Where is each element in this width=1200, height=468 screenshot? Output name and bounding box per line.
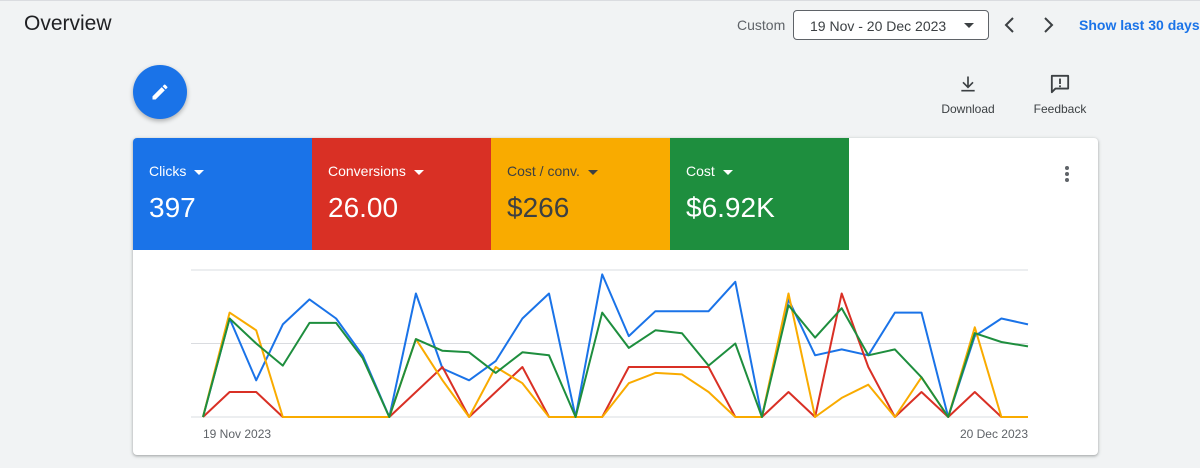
x-axis-start-label: 19 Nov 2023 <box>203 427 271 441</box>
metric-cost-label-text: Cost <box>686 163 715 179</box>
feedback-button[interactable]: Feedback <box>1030 74 1090 116</box>
pencil-icon <box>152 84 168 100</box>
download-label: Download <box>941 102 995 116</box>
previous-period-button[interactable] <box>998 13 1022 37</box>
more-vert-icon-dot <box>1065 178 1069 182</box>
chevron-right-icon <box>1044 17 1054 33</box>
page-title: Overview <box>24 12 112 35</box>
caret-down-icon <box>413 169 424 175</box>
edit-fab-button[interactable] <box>133 65 187 119</box>
more-vert-icon-dot <box>1065 166 1069 170</box>
date-range-type-label: Custom <box>737 17 786 33</box>
metric-cost-per-conversion-value: $266 <box>507 192 570 223</box>
chart-series <box>202 273 1029 418</box>
chevron-left-icon <box>1004 17 1014 33</box>
metric-conversions-label-text: Conversions <box>328 163 406 179</box>
download-icon <box>961 76 975 92</box>
caret-down-icon <box>722 169 733 175</box>
metric-clicks-label-text: Clicks <box>149 163 187 179</box>
metric-cost-per-conversion[interactable]: Cost / conv. $266 <box>491 138 670 250</box>
feedback-icon <box>1050 74 1070 94</box>
next-period-button[interactable] <box>1036 13 1060 37</box>
metric-clicks-value: 397 <box>149 192 196 223</box>
series-line-0 <box>202 273 1029 418</box>
date-range-value: 19 Nov - 20 Dec 2023 <box>810 18 947 34</box>
more-options-button[interactable] <box>1057 164 1077 184</box>
date-range-select[interactable]: 19 Nov - 20 Dec 2023 <box>793 10 989 40</box>
performance-line-chart: 19 Nov 2023 20 Dec 2023 <box>191 269 1029 441</box>
dropdown-caret-icon <box>964 23 974 28</box>
download-button[interactable]: Download <box>938 74 998 116</box>
show-last-30-days-link[interactable]: Show last 30 days <box>1079 17 1200 33</box>
series-line-3 <box>202 304 1029 418</box>
series-line-2 <box>202 292 1028 418</box>
metric-cost-per-conversion-label: Cost / conv. <box>507 163 598 179</box>
metric-clicks-label: Clicks <box>149 163 205 179</box>
metric-cost[interactable]: Cost $6.92K <box>670 138 849 250</box>
metric-conversions[interactable]: Conversions 26.00 <box>312 138 491 250</box>
caret-down-icon <box>587 169 598 175</box>
metric-cost-per-conversion-label-text: Cost / conv. <box>507 163 580 179</box>
metric-conversions-value: 26.00 <box>328 192 399 223</box>
metric-clicks[interactable]: Clicks 397 <box>133 138 312 250</box>
metric-cost-value: $6.92K <box>686 192 775 223</box>
metric-conversions-label: Conversions <box>328 163 424 179</box>
more-vert-icon-dot <box>1065 172 1069 176</box>
performance-card: Clicks 397 Conversions 26.00 Cost / conv… <box>133 138 1098 455</box>
metric-cost-label: Cost <box>686 163 733 179</box>
caret-down-icon <box>194 169 205 175</box>
x-axis-end-label: 20 Dec 2023 <box>960 427 1028 441</box>
top-divider <box>0 0 1200 1</box>
feedback-label: Feedback <box>1033 102 1087 116</box>
